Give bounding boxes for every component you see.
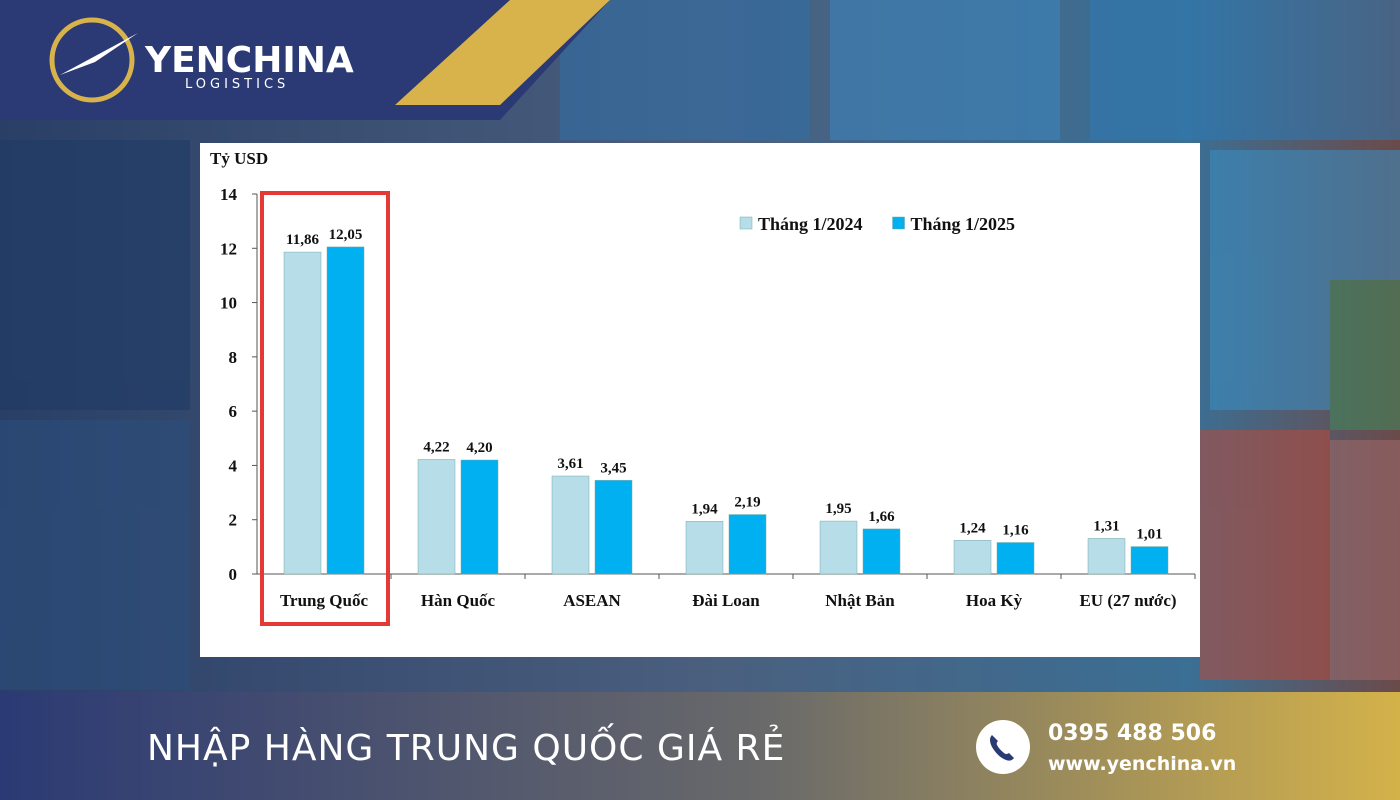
logo-mark — [60, 33, 138, 75]
footer-headline: NHẬP HÀNG TRUNG QUỐC GIÁ RẺ — [147, 723, 785, 769]
bar — [819, 520, 858, 575]
value-label: 1,31 — [1093, 518, 1119, 534]
value-label: 12,05 — [329, 227, 363, 243]
bar — [417, 459, 456, 575]
y-tick-label: 6 — [229, 402, 238, 421]
x-tick-label: Hàn Quốc — [421, 591, 496, 610]
value-label: 1,16 — [1002, 523, 1029, 539]
bar — [953, 540, 992, 575]
value-label: 1,24 — [959, 520, 986, 536]
bar — [862, 528, 901, 575]
brand-name: YENCHINA — [144, 40, 354, 81]
y-tick-label: 12 — [220, 239, 237, 258]
value-label: 1,01 — [1136, 527, 1162, 543]
phone-icon — [976, 720, 1030, 774]
footer-website: www.yenchina.vn — [1048, 753, 1236, 775]
y-tick-label: 0 — [229, 565, 238, 584]
value-label: 3,45 — [600, 460, 626, 476]
bar — [594, 480, 633, 575]
chart: Tỷ USD 0 2 4 6 8 10 12 14 Trung Quốc 11,86 12,05 Hà… — [210, 149, 1196, 626]
bar — [1130, 546, 1169, 575]
container-decor — [0, 0, 1400, 690]
x-tick-label: Trung Quốc — [280, 591, 368, 610]
y-tick-label: 4 — [229, 456, 238, 475]
x-tick-label: EU (27 nước) — [1079, 591, 1176, 610]
legend-swatch — [892, 216, 905, 230]
legend-label: Tháng 1/2025 — [911, 214, 1016, 234]
brand-tagline: LOGISTICS — [185, 77, 289, 92]
bar — [685, 521, 724, 575]
value-label: 1,95 — [825, 501, 851, 517]
bar — [460, 459, 499, 575]
footer-band — [0, 692, 1400, 800]
highlight-box — [260, 191, 390, 626]
bar — [1087, 538, 1126, 575]
bar — [326, 246, 365, 575]
bar — [551, 475, 590, 575]
bar — [996, 542, 1035, 575]
header-accent — [395, 0, 610, 105]
y-axis-label: Tỷ USD — [210, 149, 268, 168]
phone-glyph — [990, 735, 1014, 761]
y-tick-label: 8 — [229, 348, 238, 367]
value-label: 11,86 — [286, 232, 319, 248]
bar — [283, 251, 322, 575]
value-label: 4,22 — [423, 439, 449, 455]
logo-ring — [49, 17, 135, 103]
x-tick-label: Nhật Bản — [825, 591, 895, 610]
x-tick-label: Hoa Kỳ — [966, 591, 1023, 610]
y-tick-label: 10 — [220, 294, 237, 313]
legend-label: Tháng 1/2024 — [758, 214, 863, 234]
footer-phone: 0395 488 506 — [1048, 721, 1216, 746]
value-label: 4,20 — [466, 440, 492, 456]
y-tick-label: 14 — [220, 185, 238, 204]
x-tick-label: Đài Loan — [692, 591, 760, 610]
bar — [728, 514, 767, 575]
value-label: 2,19 — [734, 495, 760, 511]
y-tick-label: 2 — [229, 511, 238, 530]
x-tick-label: ASEAN — [563, 591, 621, 610]
value-label: 3,61 — [557, 456, 583, 472]
legend-swatch — [739, 216, 753, 230]
value-label: 1,94 — [691, 501, 718, 517]
value-label: 1,66 — [868, 509, 895, 525]
